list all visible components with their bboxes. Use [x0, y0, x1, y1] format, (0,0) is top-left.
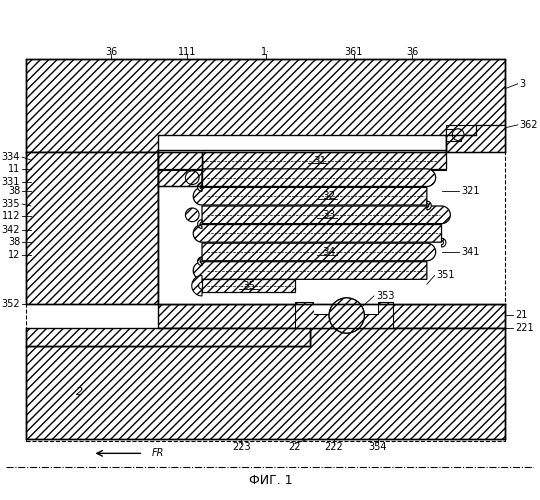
Text: 38: 38 — [8, 186, 20, 196]
Text: 221: 221 — [515, 323, 534, 333]
Polygon shape — [193, 188, 427, 205]
Text: 331: 331 — [2, 176, 20, 186]
Text: 33: 33 — [322, 210, 336, 220]
Text: 22: 22 — [289, 442, 301, 452]
Bar — [447, 134, 476, 152]
Bar — [202, 280, 295, 292]
Polygon shape — [193, 262, 427, 280]
Polygon shape — [158, 152, 202, 186]
Text: ФИГ. 1: ФИГ. 1 — [248, 474, 292, 487]
Text: 32: 32 — [322, 191, 336, 201]
Polygon shape — [442, 238, 446, 247]
Text: 38: 38 — [8, 237, 20, 247]
Text: FR: FR — [152, 448, 164, 458]
Bar — [26, 328, 309, 346]
Circle shape — [453, 129, 464, 140]
Bar — [158, 150, 505, 304]
Bar — [202, 152, 447, 169]
Text: 362: 362 — [519, 120, 538, 130]
Polygon shape — [198, 257, 202, 266]
Polygon shape — [26, 60, 505, 152]
Text: 354: 354 — [369, 442, 387, 452]
Polygon shape — [193, 224, 442, 242]
Text: 342: 342 — [2, 226, 20, 235]
Bar — [158, 152, 202, 169]
Bar — [447, 129, 461, 140]
Text: 334: 334 — [2, 152, 20, 162]
Bar — [314, 302, 378, 314]
Text: 11: 11 — [8, 164, 20, 174]
Polygon shape — [158, 304, 505, 328]
Polygon shape — [295, 302, 393, 328]
Polygon shape — [202, 169, 436, 186]
Polygon shape — [198, 182, 202, 192]
Polygon shape — [192, 276, 202, 296]
Bar — [158, 152, 447, 170]
Text: 12: 12 — [8, 250, 20, 260]
Polygon shape — [427, 201, 431, 210]
Polygon shape — [198, 220, 202, 228]
Text: 335: 335 — [2, 199, 20, 209]
Text: 36: 36 — [105, 46, 117, 56]
Text: 36: 36 — [406, 46, 418, 56]
Text: 321: 321 — [461, 186, 480, 196]
Text: 351: 351 — [437, 270, 455, 280]
Text: 35: 35 — [242, 280, 255, 290]
Polygon shape — [447, 125, 505, 152]
Polygon shape — [26, 152, 158, 304]
Text: 361: 361 — [345, 46, 363, 56]
Text: 31: 31 — [313, 156, 326, 166]
Text: 341: 341 — [461, 247, 480, 257]
Circle shape — [329, 298, 365, 333]
Polygon shape — [202, 243, 436, 261]
Circle shape — [185, 171, 199, 184]
Bar — [158, 170, 202, 186]
Bar — [158, 134, 447, 152]
Polygon shape — [202, 206, 450, 224]
Text: 3: 3 — [519, 79, 526, 89]
Text: 21: 21 — [515, 310, 527, 320]
Text: 111: 111 — [178, 46, 197, 56]
Text: 34: 34 — [322, 247, 336, 257]
Circle shape — [329, 298, 365, 333]
Polygon shape — [26, 328, 505, 438]
Text: 1·: 1· — [261, 46, 270, 56]
Text: 112: 112 — [2, 211, 20, 221]
Text: 353: 353 — [376, 291, 395, 301]
Bar — [447, 125, 505, 134]
Text: 222: 222 — [325, 442, 343, 452]
Text: 2: 2 — [76, 387, 83, 397]
Bar — [26, 60, 505, 440]
Circle shape — [185, 208, 199, 222]
Text: 352: 352 — [2, 299, 20, 309]
Text: 223: 223 — [232, 442, 251, 452]
